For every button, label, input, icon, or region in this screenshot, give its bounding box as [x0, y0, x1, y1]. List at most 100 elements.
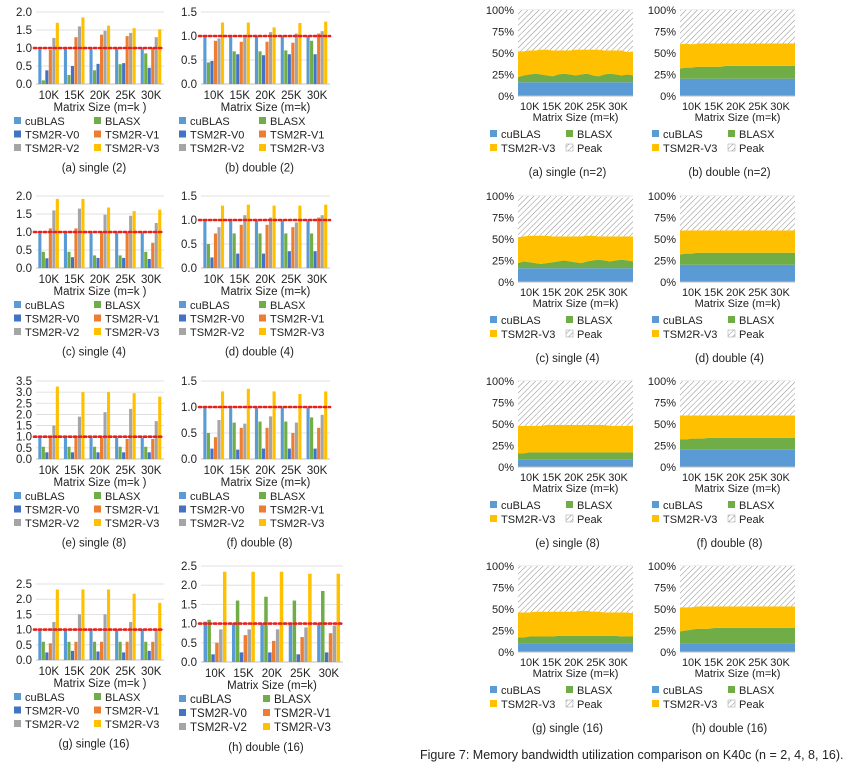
- legend-swatch: [14, 519, 21, 526]
- y-tick-label: 25%: [654, 256, 676, 268]
- x-axis-title: Matrix Size (m=k): [533, 298, 619, 310]
- bar-blasx: [41, 641, 45, 660]
- bar-tsm2r-v1: [300, 637, 304, 662]
- legend-swatch: [259, 492, 266, 499]
- legend-label: Peak: [577, 514, 603, 526]
- y-tick-label: 0.5: [16, 443, 32, 455]
- legend-label: TSM2R-V2: [190, 518, 244, 530]
- bar-blasx: [118, 64, 122, 84]
- x-tick-label: 25K: [281, 274, 302, 286]
- legend-label: BLASX: [270, 116, 306, 128]
- bar-tsm2r-v0: [96, 452, 100, 459]
- bar-blasx: [284, 421, 288, 459]
- legend-swatch: [14, 301, 21, 308]
- bar-tsm2r-v3: [81, 17, 85, 84]
- legend-swatch: [727, 329, 736, 338]
- legend-label: Peak: [577, 329, 603, 341]
- bar-tsm2r-v1: [48, 49, 52, 84]
- legend-label: TSM2R-V3: [270, 518, 324, 530]
- bar-cublas: [280, 408, 284, 459]
- x-tick-label: 25K: [115, 666, 136, 678]
- legend-label: TSM2R-V0: [25, 130, 79, 142]
- chart-caption: (b) double (2): [225, 163, 294, 175]
- area-cublas: [680, 78, 795, 96]
- x-axis-title: Matrix Size (m=k): [695, 298, 781, 310]
- y-tick-label: 0.5: [181, 428, 197, 440]
- bar-tsm2r-v3: [132, 211, 136, 268]
- bar-tsm2r-v2: [103, 614, 107, 660]
- bar-blasx: [310, 40, 314, 84]
- legend-label: TSM2R-V2: [190, 143, 244, 155]
- legend-swatch: [566, 686, 573, 693]
- legend-label: TSM2R-V3: [105, 327, 159, 339]
- bar-tsm2r-v3: [324, 21, 328, 85]
- bar-tsm2r-v3: [55, 22, 59, 84]
- bar-tsm2r-v3: [220, 391, 225, 459]
- bar-cublas: [229, 408, 233, 459]
- bar-tsm2r-v3: [251, 571, 255, 662]
- bar-cublas: [89, 629, 93, 660]
- bar-cublas: [140, 437, 144, 459]
- y-tick-label: 0%: [660, 277, 676, 289]
- bar-tsm2r-v1: [74, 436, 78, 459]
- x-axis-title: Matrix Size (m=k): [227, 680, 317, 692]
- x-tick-label: 10K: [39, 465, 60, 477]
- y-tick-label: 100%: [486, 5, 514, 17]
- bar-cublas: [280, 220, 284, 268]
- legend-swatch: [652, 330, 659, 337]
- legend-swatch: [259, 144, 266, 151]
- area-cublas: [518, 268, 633, 282]
- legend-label: cuBLAS: [663, 315, 703, 327]
- bar-tsm2r-v3: [324, 204, 328, 268]
- x-axis-title: Matrix Size (m=k): [221, 477, 311, 489]
- x-tick-label: 30K: [770, 472, 790, 484]
- legend-swatch: [490, 144, 497, 151]
- legend-label: cuBLAS: [190, 491, 230, 503]
- bar-tsm2r-v1: [239, 41, 243, 84]
- legend-label: BLASX: [739, 685, 775, 697]
- bar-tsm2r-v1: [272, 640, 276, 662]
- legend-swatch: [259, 301, 266, 308]
- y-tick-label: 75%: [654, 213, 676, 225]
- bar-cublas: [203, 220, 207, 268]
- legend-label: Peak: [577, 699, 603, 711]
- legend-swatch: [179, 519, 186, 526]
- legend-label: TSM2R-V3: [663, 699, 717, 711]
- bar-cublas: [63, 48, 68, 84]
- x-tick-label: 30K: [608, 472, 628, 484]
- y-tick-label: 1.0: [16, 43, 32, 55]
- bar-tsm2r-v3: [272, 205, 276, 268]
- bar-tsm2r-v2: [52, 622, 56, 660]
- bar-blasx: [67, 641, 71, 660]
- bar-tsm2r-v1: [265, 224, 269, 268]
- bar-tsm2r-v3: [246, 204, 250, 268]
- y-tick-label: 50%: [492, 604, 514, 616]
- x-tick-label: 10K: [520, 657, 540, 669]
- x-tick-label: 25K: [748, 472, 768, 484]
- bar-blasx: [118, 446, 122, 459]
- x-tick-label: 20K: [255, 465, 276, 477]
- legend-swatch: [179, 709, 186, 716]
- bar-tsm2r-v0: [236, 54, 240, 84]
- bar-tsm2r-v2: [52, 37, 56, 84]
- legend-label: TSM2R-V3: [105, 143, 159, 155]
- area-tsm2r-v3: [518, 424, 633, 454]
- y-tick-label: 100%: [486, 191, 514, 203]
- legend-label: cuBLAS: [25, 491, 65, 503]
- bar-blasx: [67, 75, 71, 84]
- bar-blasx: [264, 596, 268, 662]
- x-tick-label: 20K: [262, 668, 283, 680]
- bar-tsm2r-v3: [308, 573, 312, 662]
- y-tick-label: 0.5: [16, 61, 32, 73]
- x-tick-label: 10K: [682, 657, 702, 669]
- legend-swatch: [94, 117, 101, 124]
- bar-tsm2r-v1: [317, 33, 321, 84]
- legend-swatch: [14, 693, 21, 700]
- x-tick-label: 15K: [64, 666, 85, 678]
- x-tick-label: 20K: [564, 101, 584, 113]
- legend-label: TSM2R-V1: [270, 130, 324, 142]
- bar-tsm2r-v0: [96, 651, 100, 660]
